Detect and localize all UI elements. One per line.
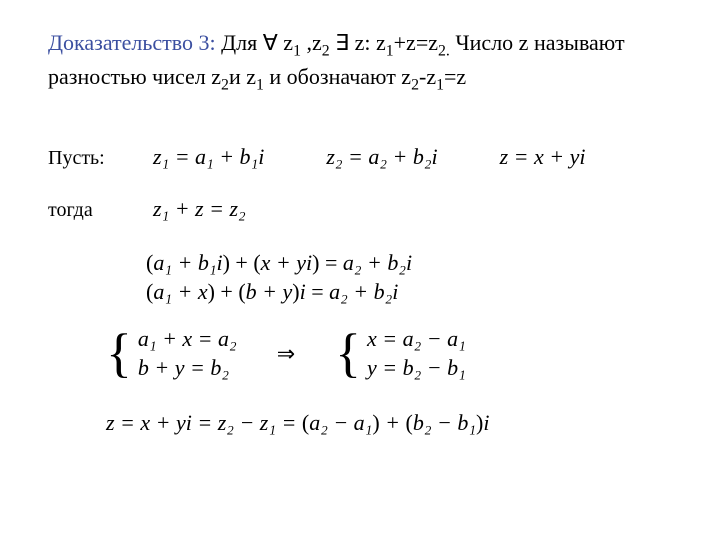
- ts5: 2: [221, 76, 229, 93]
- e2r: a₂ + b₂i: [329, 279, 398, 304]
- brace-icon: {: [106, 329, 132, 378]
- sys2-r1: x = a₂ − a₁: [367, 325, 466, 354]
- final-i: i: [483, 410, 489, 435]
- then-label: тогда: [48, 199, 123, 222]
- ts2: 2: [322, 42, 330, 59]
- let-label: Пусть:: [48, 147, 123, 170]
- def-z: z = x + yi: [500, 144, 586, 170]
- sys2-r2: y = b₂ − b₁: [367, 354, 466, 383]
- systems-row: { a₁ + x = a₂ b + y = b₂ ⇒ { x = a₂ − a₁…: [106, 325, 672, 382]
- implies-arrow: ⇒: [277, 341, 295, 367]
- let-row: Пусть: z₁ = a₁ + b₁i z₂ = a₂ + b₂i z = x…: [48, 144, 672, 170]
- then-row: тогда z₁ + z = z₂: [48, 196, 672, 222]
- e1m: x + yi: [261, 250, 313, 275]
- system-2: { x = a₂ − a₁ y = b₂ − b₁: [335, 325, 466, 382]
- ts8: 1: [436, 76, 444, 93]
- final-g2: b₂ − b₁: [413, 410, 476, 435]
- sys1-r1: a₁ + x = a₂: [138, 325, 237, 354]
- t1: Для ∀ z: [216, 30, 293, 55]
- t3: ∃ z: z: [330, 30, 386, 55]
- sys1-r2: b + y = b₂: [138, 354, 237, 383]
- title-lead: Доказательство 3:: [48, 30, 216, 55]
- ts4: 2.: [438, 42, 450, 59]
- t9: =z: [444, 64, 466, 89]
- final-lhs: z = x + yi = z₂ − z₁ =: [106, 410, 302, 435]
- expansion-block: (a₁ + b₁i) + (x + yi) = a₂ + b₂i (a₁ + x…: [146, 248, 672, 307]
- final-g1: a₂ − a₁: [309, 410, 372, 435]
- final-equation: z = x + yi = z₂ − z₁ = (a₂ − a₁) + (b₂ −…: [106, 410, 672, 436]
- brace-icon: {: [335, 329, 361, 378]
- def-z2: z₂ = a₂ + b₂i: [326, 144, 437, 170]
- t4: +z=z: [394, 30, 438, 55]
- definitions: z₁ = a₁ + b₁i z₂ = a₂ + b₂i z = x + yi: [153, 144, 586, 170]
- ts7: 2: [411, 76, 419, 93]
- ts1: 1: [293, 42, 301, 59]
- eq-sum: z₁ + z = z₂: [153, 196, 246, 222]
- e1r: a₂ + b₂i: [343, 250, 412, 275]
- system-1: { a₁ + x = a₂ b + y = b₂: [106, 325, 237, 382]
- expand-2: (a₁ + x) + (b + y)i = a₂ + b₂i: [146, 277, 672, 307]
- e2a: a₁ + x: [153, 279, 207, 304]
- def-z1: z₁ = a₁ + b₁i: [153, 144, 264, 170]
- proof-title: Доказательство 3: Для ∀ z1 ,z2 ∃ z: z1+z…: [48, 28, 672, 96]
- ts6: 1: [256, 76, 264, 93]
- t2: ,z: [301, 30, 322, 55]
- t8: -z: [419, 64, 436, 89]
- t6: и z: [229, 64, 256, 89]
- e1l: a₁ + b₁i: [153, 250, 222, 275]
- t7: и обозначают z: [264, 64, 411, 89]
- final-plus: +: [380, 410, 406, 435]
- expand-1: (a₁ + b₁i) + (x + yi) = a₂ + b₂i: [146, 248, 672, 278]
- ts3: 1: [386, 42, 394, 59]
- e2b: b + y: [246, 279, 293, 304]
